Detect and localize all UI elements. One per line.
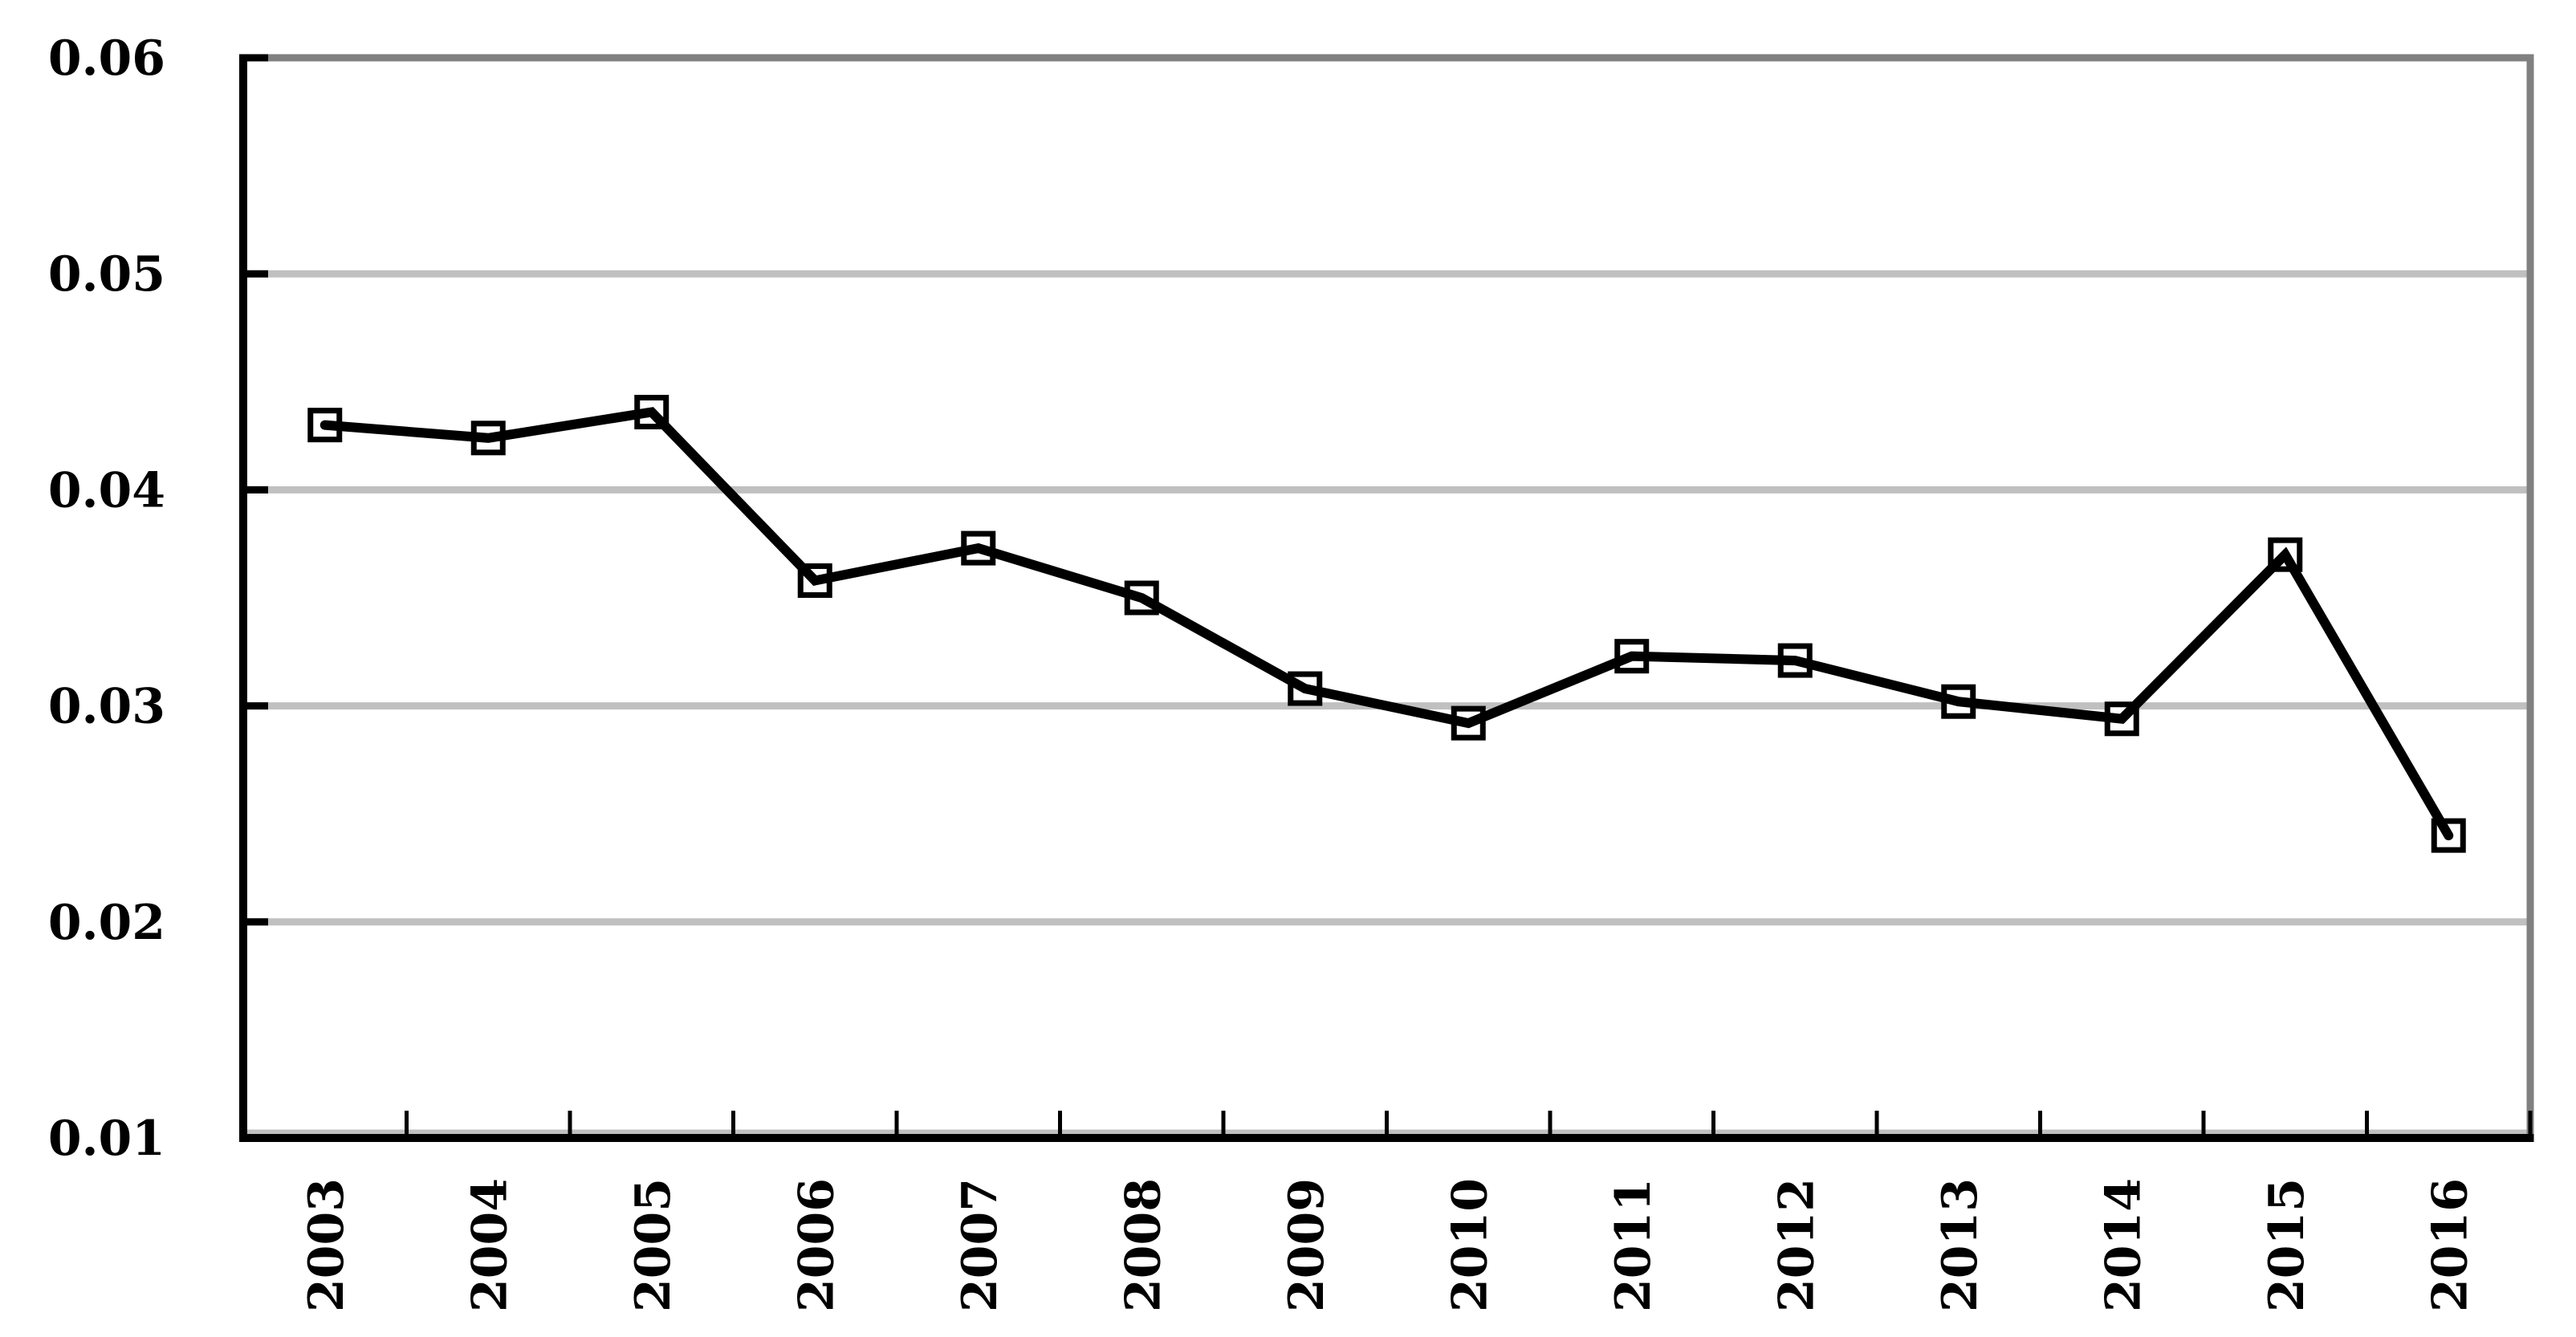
x-axis-tick-label: 2016 [2422, 1178, 2478, 1312]
x-axis-tick-label: 2009 [1279, 1178, 1335, 1312]
y-axis-tick-label: 0.04 [48, 462, 165, 518]
x-axis-tick-label: 2011 [1605, 1178, 1662, 1312]
x-axis-tick-label: 2006 [788, 1178, 844, 1312]
x-axis-tick-label: 2008 [1115, 1178, 1171, 1312]
x-axis-tick-label: 2003 [299, 1178, 355, 1312]
data-series-line [319, 407, 2454, 841]
y-axis-tick-label: 0.03 [48, 679, 165, 735]
x-axis-tick-label: 2015 [2259, 1178, 2315, 1312]
x-axis-tick-label: 2004 [462, 1178, 518, 1312]
x-axis-tick-label: 2014 [2095, 1178, 2151, 1312]
y-axis-tick-label: 0.06 [48, 30, 165, 87]
x-axis-tick-label: 2010 [1442, 1178, 1498, 1312]
y-axis-tick-label: 0.05 [48, 246, 165, 303]
y-axis-tick-label: 0.02 [48, 895, 165, 951]
x-axis-tick-label: 2012 [1768, 1178, 1825, 1312]
x-axis-tick-label: 2007 [952, 1178, 1008, 1312]
y-axis-tick-label: 0.01 [48, 1111, 165, 1167]
x-axis-tick-label: 2005 [625, 1178, 682, 1312]
x-axis-tick-label: 2013 [1932, 1178, 1988, 1312]
